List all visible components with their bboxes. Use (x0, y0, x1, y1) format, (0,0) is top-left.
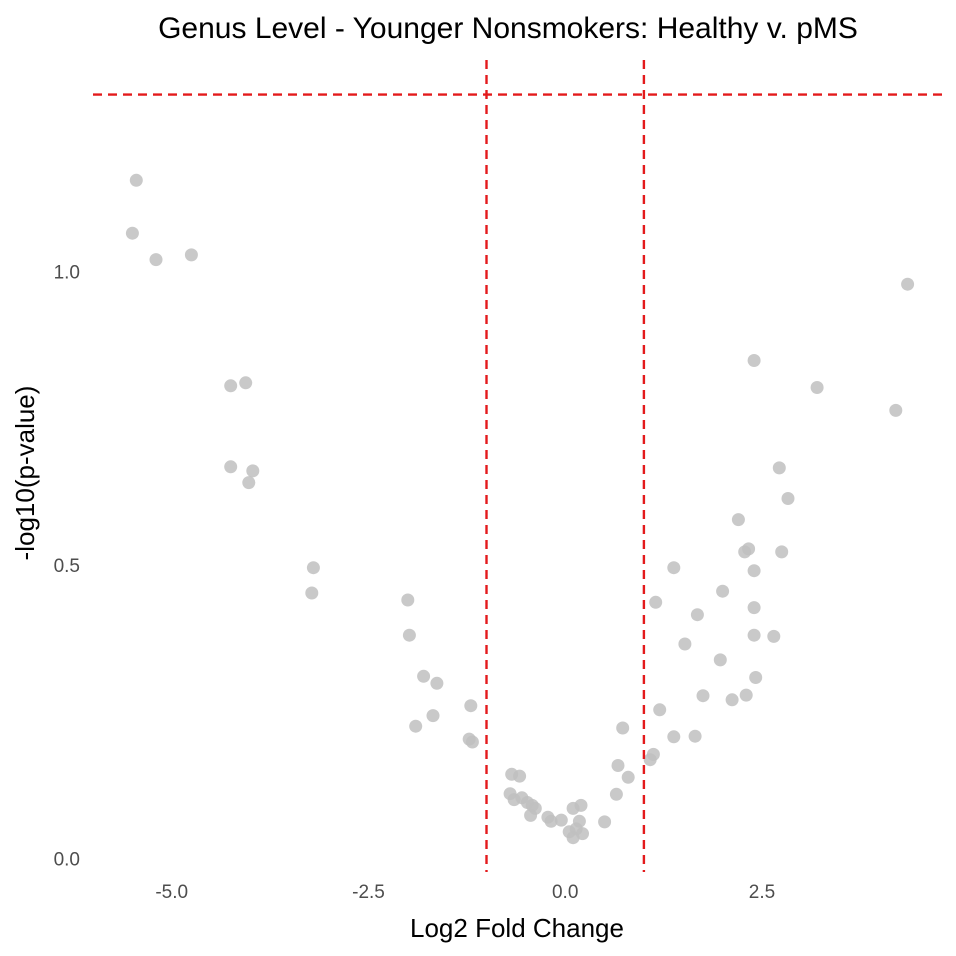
data-point-67 (772, 461, 786, 475)
data-point-51 (688, 729, 702, 743)
y-tick-label-2: 1.0 (54, 262, 80, 283)
data-point-4 (224, 379, 238, 393)
y-tick-labels: 0.0 0.5 1.0 (54, 262, 80, 870)
data-point-33 (574, 798, 588, 812)
reference-lines (93, 60, 943, 872)
data-point-5 (239, 376, 253, 390)
data-point-40 (609, 787, 623, 801)
data-point-41 (611, 759, 625, 772)
data-point-14 (430, 676, 444, 690)
data-point-3 (184, 248, 198, 262)
data-point-55 (716, 584, 730, 598)
data-point-70 (810, 381, 824, 394)
data-point-39 (598, 815, 612, 829)
data-point-28 (524, 808, 538, 822)
x-tick-label-0: -5.0 (155, 882, 188, 903)
data-point-17 (464, 699, 478, 713)
data-point-1 (125, 226, 139, 240)
data-point-59 (742, 542, 756, 556)
data-point-13 (417, 669, 431, 683)
data-point-50 (678, 637, 692, 651)
data-point-7 (246, 464, 260, 478)
data-point-72 (901, 277, 915, 291)
data-point-60 (739, 688, 753, 702)
y-axis-title: -log10(p-value) (10, 386, 40, 561)
data-point-53 (696, 689, 710, 703)
data-point-54 (713, 653, 727, 667)
x-tick-label-1: -2.5 (352, 882, 385, 903)
data-point-56 (725, 693, 739, 707)
data-point-0 (129, 173, 143, 187)
data-point-10 (305, 586, 319, 600)
data-point-68 (775, 545, 789, 559)
data-point-61 (747, 564, 761, 578)
x-axis-title: Log2 Fold Change (410, 913, 624, 943)
data-point-6 (224, 460, 238, 474)
data-point-16 (426, 709, 440, 723)
data-point-57 (731, 513, 745, 527)
data-point-19 (465, 735, 479, 749)
data-point-71 (889, 403, 903, 417)
x-tick-label-3: 2.5 (749, 882, 775, 903)
chart-title: Genus Level - Younger Nonsmokers: Health… (158, 12, 858, 45)
data-point-49 (667, 730, 681, 744)
data-point-21 (513, 769, 527, 783)
data-point-15 (409, 719, 423, 733)
data-point-12 (402, 628, 416, 642)
data-point-46 (649, 595, 663, 609)
y-tick-label-1: 0.5 (54, 556, 80, 577)
data-points (125, 173, 915, 845)
y-tick-label-0: 0.0 (54, 849, 80, 870)
data-point-48 (667, 561, 681, 575)
data-point-38 (576, 827, 589, 841)
data-point-65 (747, 354, 761, 367)
data-point-66 (767, 629, 781, 643)
data-point-45 (646, 747, 660, 761)
data-point-8 (242, 476, 256, 490)
data-point-42 (621, 770, 635, 784)
data-point-9 (306, 561, 320, 575)
data-point-11 (401, 593, 415, 607)
data-point-43 (616, 721, 630, 735)
data-point-62 (747, 601, 761, 615)
data-point-31 (554, 813, 568, 827)
x-tick-labels: -5.0 -2.5 0.0 2.5 (155, 882, 775, 903)
data-point-30 (544, 814, 558, 828)
data-point-52 (690, 608, 704, 622)
x-tick-label-2: 0.0 (552, 882, 578, 903)
data-point-64 (749, 671, 763, 684)
data-point-2 (149, 253, 163, 267)
data-point-47 (653, 703, 667, 717)
data-point-63 (747, 628, 761, 642)
data-point-69 (781, 492, 795, 505)
